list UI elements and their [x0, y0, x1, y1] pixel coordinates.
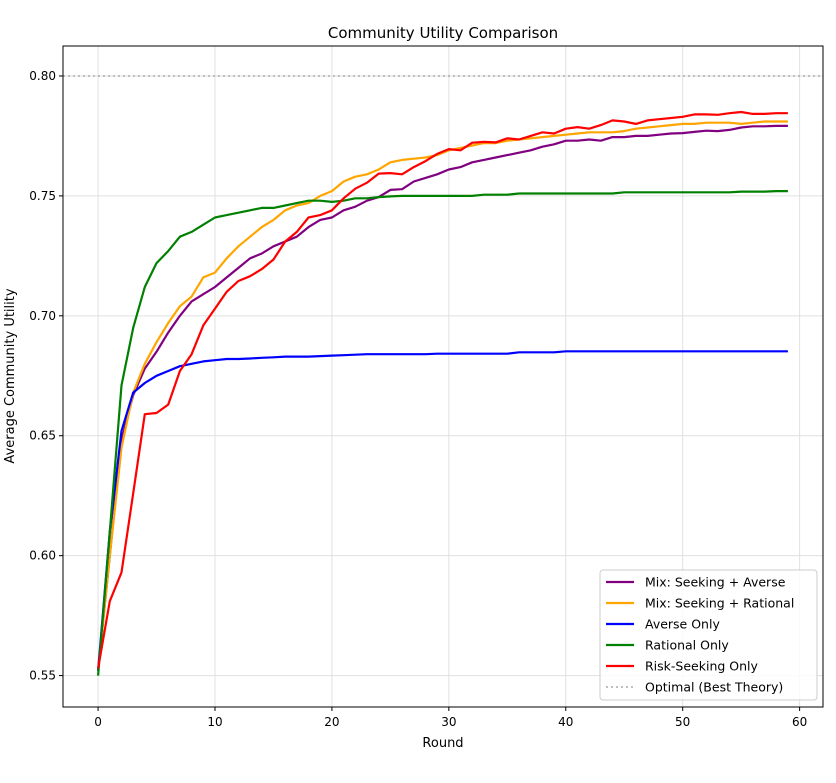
legend-label: Mix: Seeking + Rational	[645, 596, 794, 611]
y-axis-label: Average Community Utility	[3, 288, 18, 463]
x-tick-label: 40	[558, 715, 573, 729]
y-tick-label: 0.80	[29, 69, 56, 83]
legend-label: Rational Only	[645, 638, 729, 653]
series-line-rational-only	[97, 190, 788, 676]
series-lines	[63, 75, 823, 676]
legend: Mix: Seeking + Averse Mix: Seeking + Rati…	[599, 569, 818, 701]
y-tick-label: 0.60	[29, 549, 56, 563]
series-line-averse-only	[97, 350, 788, 671]
y-tick-label: 0.75	[29, 189, 56, 203]
x-tick-label: 30	[441, 715, 456, 729]
axis-ticks: 0 10 20 30 40 50 60 0.55 0.60 0.65 0.70 0.75 0.80	[29, 69, 807, 729]
series-line-mix-seeking-averse	[97, 124, 788, 671]
y-tick-label: 0.55	[29, 669, 56, 683]
x-axis-label: Round	[422, 736, 463, 751]
grid	[63, 46, 823, 707]
y-tick-label: 0.65	[29, 429, 56, 443]
x-tick-label: 50	[675, 715, 690, 729]
plot-frame	[62, 45, 824, 708]
chart-title: Community Utility Comparison	[328, 24, 558, 42]
legend-label: Risk-Seeking Only	[645, 659, 759, 674]
series-line-risk-seeking-only	[97, 110, 788, 669]
x-tick-label: 60	[792, 715, 807, 729]
x-tick-label: 10	[207, 715, 222, 729]
legend-label: Mix: Seeking + Averse	[645, 575, 786, 590]
x-tick-label: 0	[94, 715, 102, 729]
legend-label: Optimal (Best Theory)	[645, 680, 783, 695]
legend-label: Averse Only	[645, 617, 720, 632]
y-tick-label: 0.70	[29, 309, 56, 323]
series-line-mix-seeking-rational	[97, 120, 788, 671]
x-tick-label: 20	[324, 715, 339, 729]
